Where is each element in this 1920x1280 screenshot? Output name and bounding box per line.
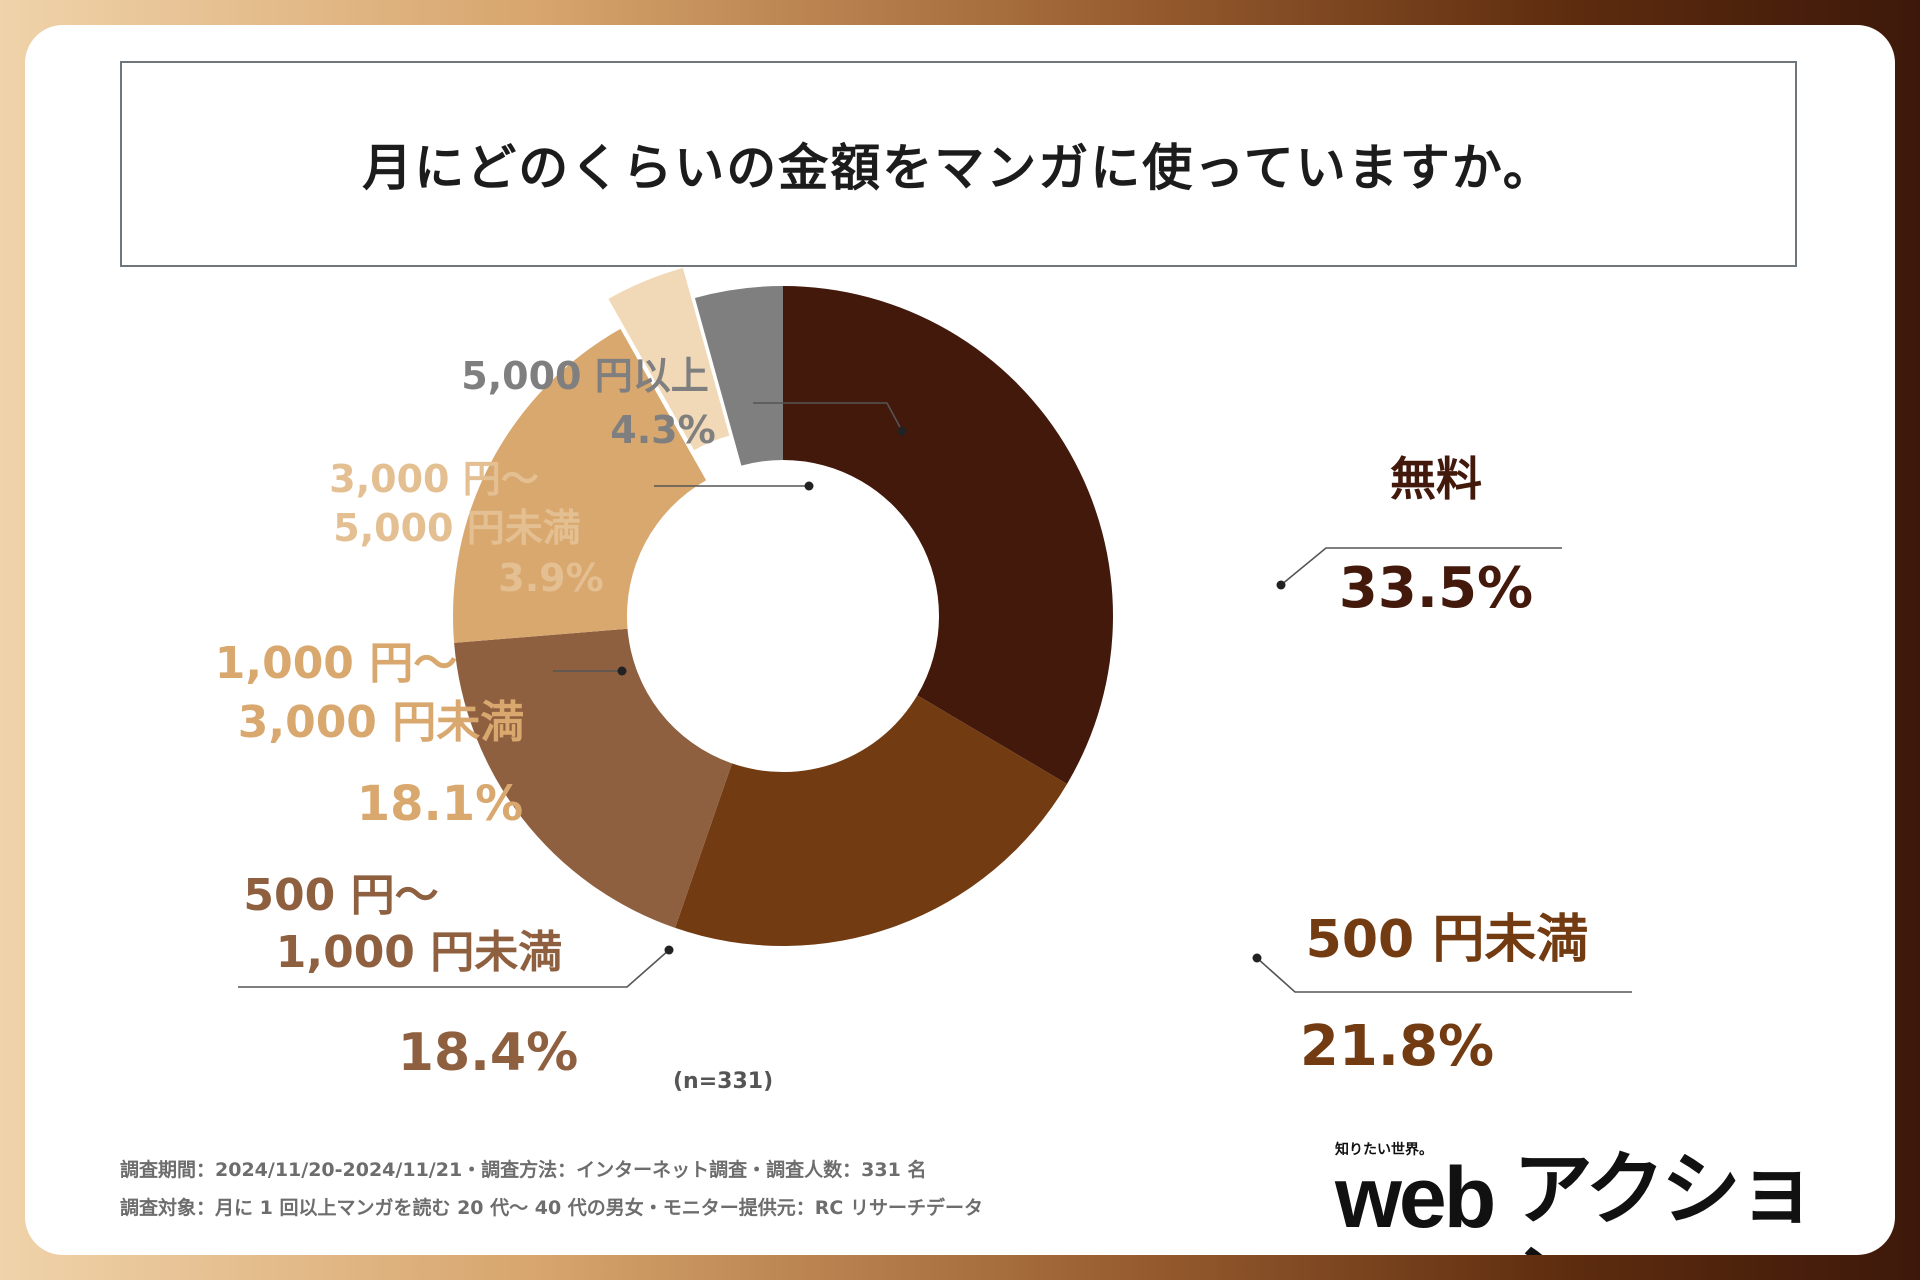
category-label-gte5000: 5,000 円以上 bbox=[461, 354, 708, 398]
leader-dot-gte5000 bbox=[897, 426, 907, 436]
chart-title: 月にどのくらいの金額をマンガに使っていますか。 bbox=[362, 139, 1555, 197]
percent-label-500to1000: 18.4% bbox=[398, 1023, 578, 1083]
title-box: 月にどのくらいの金額をマンガに使っていますか。 bbox=[120, 61, 1797, 267]
leader-line-500to1000 bbox=[238, 949, 670, 988]
leader-dot-3000to5000 bbox=[804, 481, 814, 491]
category-label-1000to3000: 3,000 円未満 bbox=[238, 697, 525, 748]
percent-label-3000to5000: 3.9% bbox=[498, 556, 603, 600]
category-label-3000to5000: 5,000 円未満 bbox=[333, 506, 580, 550]
sample-size-label: (n=331) bbox=[673, 1069, 773, 1094]
footer-survey-target: 調査対象：月に 1 回以上マンガを読む 20 代〜 40 代の男女・モニター提供… bbox=[120, 1197, 983, 1219]
category-label-1000to3000: 1,000 円〜 bbox=[215, 638, 458, 689]
category-label-lt500: 500 円未満 bbox=[1306, 910, 1589, 970]
slice-free bbox=[783, 286, 1114, 784]
web-action-logo: 知りたい世界。 web アクション bbox=[1335, 1135, 1825, 1255]
category-label-500to1000: 500 円〜 bbox=[243, 870, 438, 921]
percent-label-free: 33.5% bbox=[1339, 556, 1533, 621]
logo-tagline: 知りたい世界。 bbox=[1335, 1142, 1433, 1158]
logo-web: web bbox=[1335, 1150, 1496, 1246]
leader-dot-lt500 bbox=[1252, 953, 1262, 963]
slice-gte5000 bbox=[694, 286, 783, 466]
leader-line-lt500 bbox=[1256, 957, 1632, 993]
category-label-3000to5000: 3,000 円〜 bbox=[329, 457, 538, 501]
leader-line-free bbox=[1280, 547, 1562, 586]
slice-3000to5000 bbox=[608, 267, 730, 451]
percent-label-1000to3000: 18.1% bbox=[357, 776, 524, 832]
leader-dot-1000to3000 bbox=[617, 666, 627, 676]
slice-1000to3000 bbox=[453, 328, 707, 643]
leader-dot-500to1000 bbox=[664, 945, 674, 955]
infographic-card: 月にどのくらいの金額をマンガに使っていますか。 無料 33.5% 500 円未満 21… bbox=[25, 25, 1895, 1255]
percent-label-lt500: 21.8% bbox=[1300, 1014, 1494, 1079]
slice-500to1000 bbox=[454, 628, 733, 928]
slice-lt500 bbox=[675, 695, 1068, 946]
footer-survey-period: 調査期間：2024/11/20-2024/11/21・調査方法：インターネット調… bbox=[120, 1159, 927, 1181]
donut-chart: 無料 33.5% 500 円未満 21.8% 500 円〜 1,000 円未満 18.4% 1… bbox=[215, 267, 1632, 1094]
leader-dot-free bbox=[1276, 580, 1286, 590]
category-label-free: 無料 bbox=[1390, 452, 1482, 506]
leader-line-gte5000 bbox=[753, 402, 903, 432]
logo-brand: アクション bbox=[1513, 1143, 1817, 1256]
category-label-500to1000: 1,000 円未満 bbox=[276, 927, 563, 978]
percent-label-gte5000: 4.3% bbox=[610, 408, 715, 452]
